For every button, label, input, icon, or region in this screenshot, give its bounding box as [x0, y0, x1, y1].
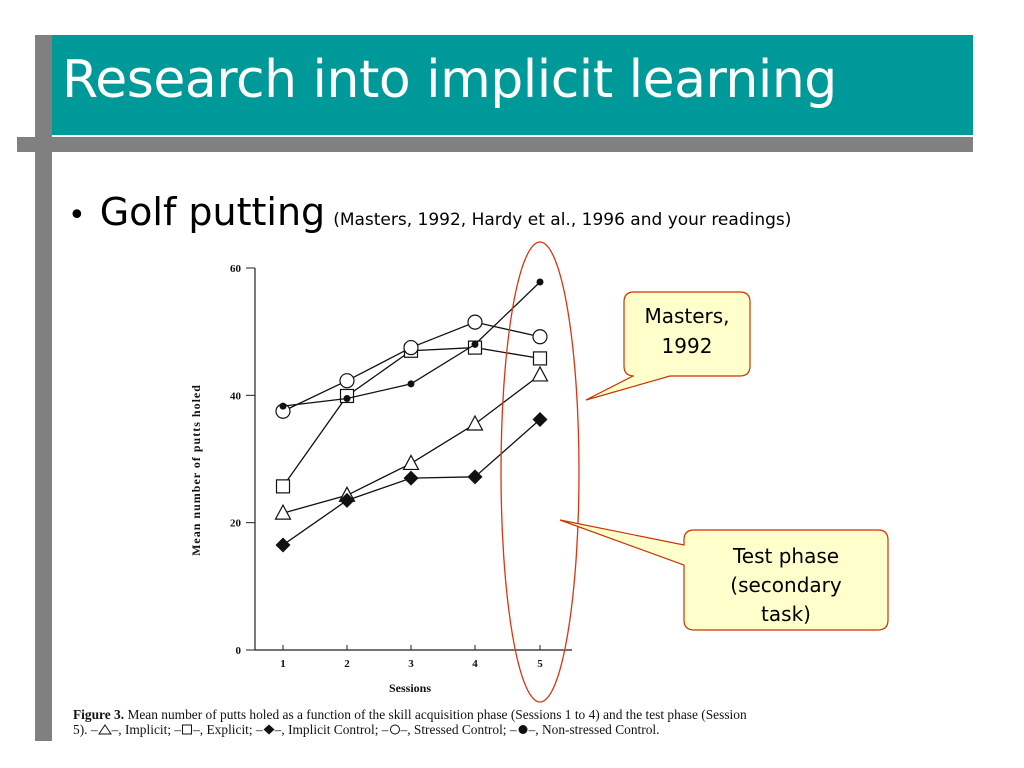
title-underline-bar: [17, 137, 973, 152]
data-point-stressed-control: [403, 339, 419, 356]
series-non-stressed-control: [279, 278, 544, 410]
callout-test-phase-line1: Test phase: [732, 544, 839, 568]
series-implicit: [274, 365, 549, 520]
callout-masters: Masters, 1992: [585, 291, 751, 401]
y-axis-label: Mean number of putts holed: [189, 384, 203, 556]
x-tick-label: 4: [472, 658, 478, 670]
caption-text-5: –, Stressed Control; –: [400, 722, 517, 737]
callout-test-phase-line3: task): [761, 602, 811, 626]
callout-masters-line2: 1992: [662, 334, 713, 358]
y-tick-label: 0: [236, 645, 242, 657]
caption-label: Figure 3.: [73, 707, 125, 722]
caption-triangle-icon: [97, 724, 112, 735]
caption-text-3: –, Explicit; –: [193, 722, 263, 737]
chart-ticks: 0 20 40 60 1 2 3 4 5: [230, 263, 543, 670]
x-tick-label: 2: [344, 658, 350, 670]
data-point-non-stressed-control: [407, 380, 415, 388]
data-point-non-stressed-control: [279, 402, 287, 410]
caption-text-2: –, Implicit; –: [111, 722, 182, 737]
caption-text-6: –, Non-stressed Control.: [528, 722, 660, 737]
series-layer: [274, 278, 549, 553]
data-point-implicit: [274, 503, 292, 520]
data-point-implicit-control: [403, 470, 419, 486]
x-tick-label: 1: [280, 658, 286, 670]
data-point-implicit: [466, 414, 484, 431]
caption-diamond-icon: [263, 724, 275, 735]
x-axis-label: Sessions: [389, 681, 431, 695]
data-point-explicit: [532, 351, 548, 366]
caption-circle-icon: [389, 724, 400, 735]
series-stressed-control: [275, 314, 548, 419]
figure-caption: Figure 3. Mean number of putts holed as …: [73, 707, 753, 737]
title-band: [52, 35, 973, 135]
bullet-dot-icon: •: [68, 198, 86, 233]
bullet-citation: (Masters, 1992, Hardy et al., 1996 and y…: [333, 210, 792, 230]
data-point-implicit: [531, 365, 549, 382]
series-implicit-control: [275, 412, 548, 553]
slide-title: Research into implicit learning: [62, 50, 837, 110]
data-point-implicit-control: [532, 412, 548, 428]
x-tick-label: 3: [408, 658, 414, 670]
data-point-implicit-control: [339, 492, 355, 508]
callout-test-phase-line2: (secondary: [730, 573, 842, 597]
y-tick-label: 20: [230, 518, 242, 530]
data-point-stressed-control: [339, 373, 355, 389]
data-point-explicit: [275, 479, 291, 494]
bullet-item: • Golf putting (Masters, 1992, Hardy et al…: [68, 190, 791, 234]
data-point-non-stressed-control: [471, 340, 479, 348]
caption-text-1: Mean number of putts holed as a function…: [73, 707, 747, 737]
callout-test-phase-shape: [559, 519, 889, 631]
left-decorative-bar: [35, 35, 52, 741]
chart-axes: [254, 268, 572, 651]
x-tick-label: 5: [537, 658, 543, 670]
y-tick-label: 40: [230, 390, 242, 402]
data-point-stressed-control: [532, 329, 548, 345]
data-point-stressed-control: [467, 314, 483, 330]
data-point-implicit-control: [275, 537, 291, 553]
highlight-ellipse: [500, 241, 580, 703]
callout-masters-shape: [585, 291, 751, 401]
callout-masters-line1: Masters,: [644, 304, 729, 328]
y-tick-label: 60: [230, 263, 242, 275]
data-point-implicit: [402, 454, 420, 471]
data-point-non-stressed-control: [343, 395, 351, 403]
bullet-main-text: Golf putting: [99, 190, 326, 234]
caption-text-4: –, Implicit Control; –: [274, 722, 389, 737]
series-line-stressed-control: [282, 321, 541, 412]
callout-test-phase: Test phase (secondary task): [559, 519, 889, 631]
data-point-implicit-control: [467, 469, 483, 485]
caption-dot-icon: [518, 725, 528, 734]
caption-square-icon: [182, 724, 193, 735]
data-point-non-stressed-control: [536, 278, 544, 286]
